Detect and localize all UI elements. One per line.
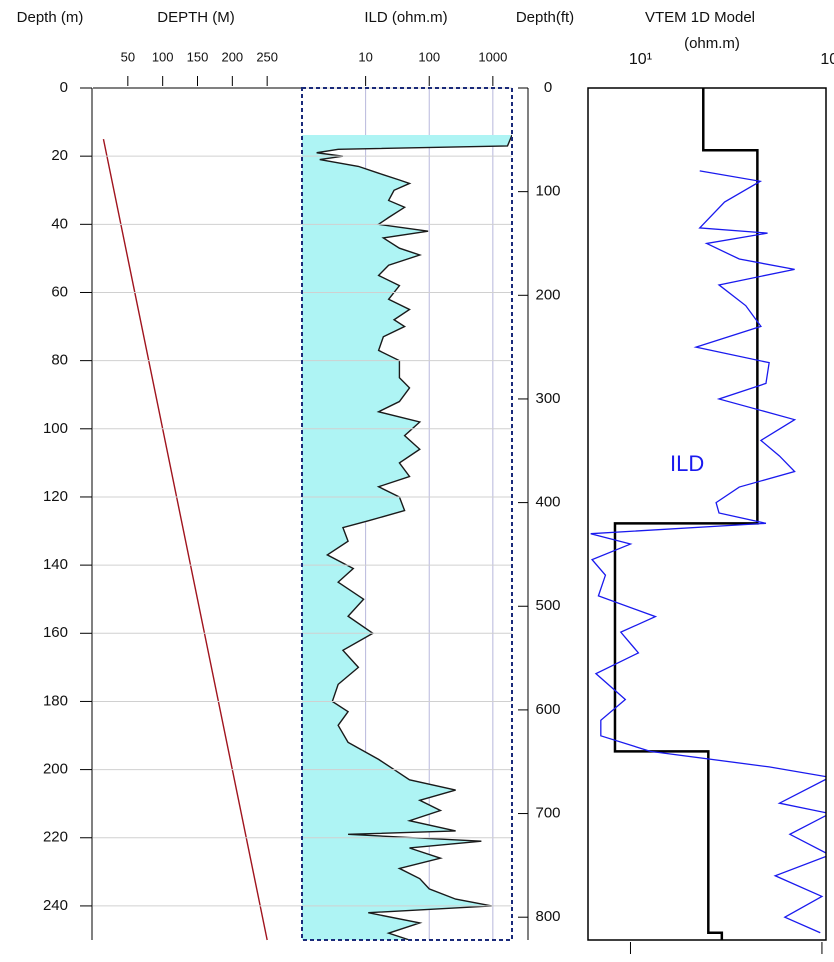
x-tick-label: 200 (221, 49, 243, 64)
track-2 (590, 88, 826, 940)
x-tick-label: 10¹ (629, 51, 652, 68)
ild-fill (302, 135, 512, 940)
y-tick-label: 100 (535, 183, 560, 200)
y-tick-label: 60 (51, 283, 68, 300)
y-tick-label: 400 (535, 494, 560, 511)
log-curve (590, 170, 826, 934)
y-tick-label: 100 (43, 420, 68, 437)
vtem-frame (587, 87, 827, 941)
vtem-unit: (ohm.m) (684, 35, 740, 52)
y-tick-label: 300 (535, 390, 560, 407)
y-tick-label: 220 (43, 829, 68, 846)
depth-ft-label: Depth(ft) (516, 9, 574, 26)
track-0 (102, 138, 268, 941)
x-tick-label: 250 (256, 49, 278, 64)
y-tick-label: 180 (43, 692, 68, 709)
y-tick-label: 80 (51, 352, 68, 369)
x-tick-label: 10 (358, 49, 372, 64)
ild-annotation: ILD (670, 451, 704, 476)
y-tick-label: 20 (51, 147, 68, 164)
vtem-title: VTEM 1D Model (645, 9, 755, 26)
x-tick-label: 1000 (478, 49, 507, 64)
y-tick-label: 600 (535, 701, 560, 718)
x-tick-label: 100 (418, 49, 440, 64)
y-tick-label: 200 (535, 286, 560, 303)
y-tick-label: 0 (60, 79, 68, 96)
log-curve (102, 138, 268, 941)
x-tick-label: 50 (121, 49, 135, 64)
y-tick-label: 200 (43, 761, 68, 778)
log-curve (613, 88, 759, 940)
y-tick-label: 160 (43, 624, 68, 641)
ild-track-frame (301, 87, 513, 941)
x-tick-label: 100 (152, 49, 174, 64)
log-curve (316, 134, 512, 940)
y-tick-label: 0 (544, 79, 552, 96)
y-tick-label: 40 (51, 215, 68, 232)
depth-m-label: Depth (m) (17, 9, 84, 26)
y-tick-label: 120 (43, 488, 68, 505)
track-1 (302, 88, 512, 940)
y-tick-label: 700 (535, 805, 560, 822)
y-tick-label: 140 (43, 556, 68, 573)
y-tick-label: 240 (43, 897, 68, 914)
x-tick-label: 150 (187, 49, 209, 64)
y-tick-label: 800 (535, 908, 560, 925)
x-tick-label: 10² (820, 51, 834, 68)
ild-track-label: ILD (ohm.m) (364, 9, 447, 26)
depth-track-label: DEPTH (M) (157, 9, 235, 26)
y-tick-label: 500 (535, 597, 560, 614)
